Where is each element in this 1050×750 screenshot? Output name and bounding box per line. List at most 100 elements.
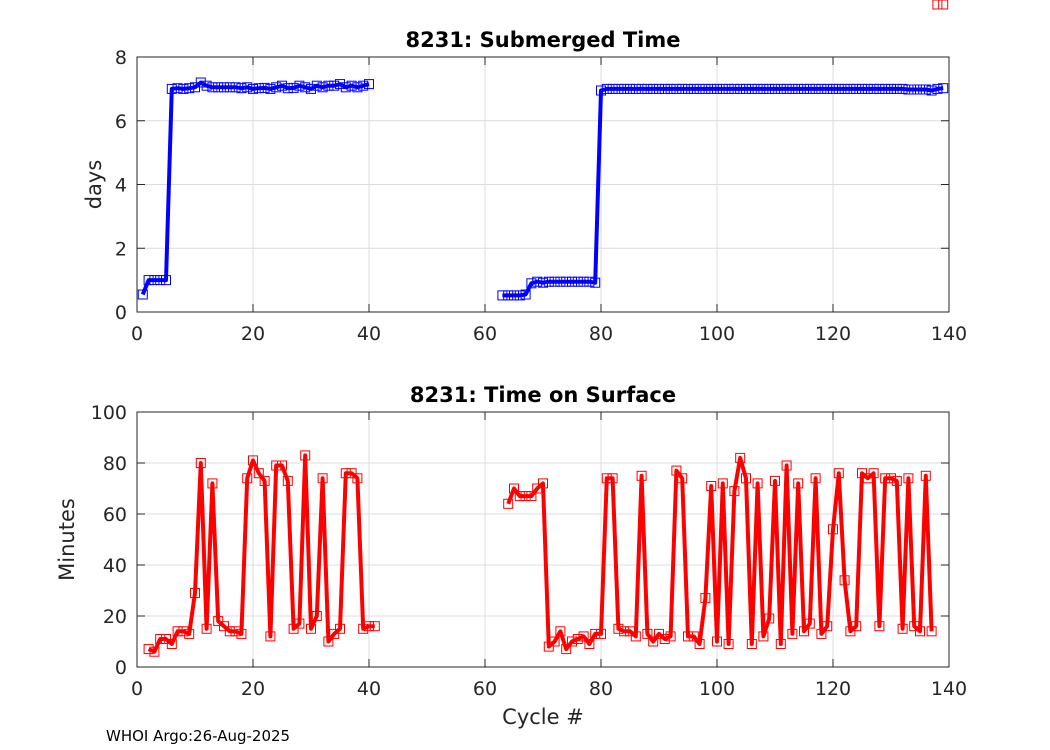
data-point-marker bbox=[143, 275, 154, 286]
data-point-marker bbox=[149, 646, 160, 657]
data-point-marker bbox=[584, 276, 595, 287]
data-point-marker bbox=[538, 277, 548, 288]
series-line bbox=[147, 453, 375, 654]
data-point-marker bbox=[224, 626, 235, 637]
data-point-marker bbox=[323, 636, 334, 647]
data-point-marker bbox=[729, 486, 740, 497]
data-point-marker bbox=[514, 290, 525, 301]
data-point-marker bbox=[503, 290, 514, 301]
data-point-marker bbox=[323, 80, 334, 91]
data-point-marker bbox=[514, 491, 525, 502]
ticks: 0 20 40 60 80 100 120 140 0 2 4 6 8 bbox=[115, 47, 967, 345]
data-point-marker bbox=[752, 478, 763, 489]
y-tick-label: 60 bbox=[103, 504, 127, 526]
y-tick-label: 20 bbox=[103, 606, 127, 628]
data-point-marker bbox=[741, 83, 751, 94]
data-point-marker bbox=[207, 478, 218, 489]
data-point-marker bbox=[828, 524, 838, 535]
data-point-marker bbox=[654, 83, 664, 94]
series-line bbox=[140, 80, 370, 296]
data-point-marker bbox=[787, 628, 798, 639]
data-point-marker bbox=[248, 455, 258, 466]
data-point-marker bbox=[555, 276, 566, 287]
data-point-marker bbox=[781, 460, 792, 471]
ticks: 0 20 40 60 80 100 120 140 0 20 40 60 80 100 bbox=[91, 402, 967, 700]
data-point-marker bbox=[596, 628, 606, 639]
data-point-marker bbox=[282, 83, 293, 94]
data-point-marker bbox=[636, 83, 647, 94]
data-point-marker bbox=[265, 631, 276, 642]
data-point-marker bbox=[613, 83, 624, 94]
data-point-marker bbox=[224, 82, 235, 93]
data-point-marker bbox=[822, 83, 833, 94]
data-point-marker bbox=[793, 83, 804, 94]
data-point-marker bbox=[729, 83, 740, 94]
axes-frame bbox=[136, 411, 950, 668]
data-point-marker bbox=[184, 83, 195, 94]
data-point-marker bbox=[317, 473, 328, 484]
data-point-marker bbox=[839, 575, 850, 586]
data-point-marker bbox=[619, 626, 630, 637]
data-point-marker bbox=[497, 290, 508, 301]
data-point-marker bbox=[277, 460, 287, 471]
data-point-marker bbox=[294, 80, 305, 91]
data-point-marker bbox=[578, 631, 589, 642]
series-time-on-surface bbox=[143, 0, 949, 657]
data-point-marker bbox=[735, 83, 746, 94]
y-tick-label: 2 bbox=[115, 238, 127, 260]
data-point-marker bbox=[526, 278, 537, 289]
data-point-marker bbox=[764, 613, 775, 624]
x-tick-label: 20 bbox=[241, 323, 265, 345]
x-tick-label: 100 bbox=[699, 323, 735, 345]
x-tick-label: 60 bbox=[473, 323, 497, 345]
data-point-marker bbox=[143, 644, 154, 655]
data-point-marker bbox=[155, 275, 166, 286]
data-point-marker bbox=[236, 83, 247, 94]
data-point-marker bbox=[526, 491, 537, 502]
data-point-marker bbox=[926, 85, 937, 96]
x-tick-label: 100 bbox=[699, 678, 735, 700]
data-point-marker bbox=[723, 83, 734, 94]
data-point-marker bbox=[555, 626, 566, 637]
x-tick-label: 40 bbox=[357, 678, 381, 700]
data-point-marker bbox=[271, 82, 282, 93]
data-point-marker bbox=[665, 631, 676, 642]
data-point-marker bbox=[288, 623, 299, 634]
data-point-marker bbox=[213, 616, 224, 627]
data-point-marker bbox=[764, 83, 775, 94]
data-point-marker bbox=[277, 80, 287, 91]
data-point-marker bbox=[770, 83, 780, 94]
x-tick-label: 40 bbox=[357, 323, 381, 345]
data-point-marker bbox=[868, 468, 879, 479]
data-point-marker bbox=[596, 85, 606, 96]
data-point-marker bbox=[346, 468, 357, 479]
data-point-marker bbox=[845, 83, 856, 94]
data-point-marker bbox=[625, 626, 635, 637]
data-point-marker bbox=[857, 468, 867, 479]
data-point-marker bbox=[694, 639, 705, 649]
data-point-marker bbox=[735, 452, 746, 463]
data-point-marker bbox=[886, 473, 896, 484]
data-point-marker bbox=[311, 611, 322, 621]
data-point-marker bbox=[816, 83, 827, 94]
y-tick-label: 8 bbox=[115, 47, 127, 69]
data-point-marker bbox=[219, 82, 229, 93]
y-tick-label: 40 bbox=[103, 555, 127, 577]
data-point-marker bbox=[793, 478, 804, 489]
data-point-marker bbox=[509, 483, 519, 494]
data-point-marker bbox=[822, 621, 833, 632]
data-point-marker bbox=[723, 639, 734, 649]
data-point-marker bbox=[851, 621, 862, 632]
data-point-marker bbox=[195, 77, 206, 88]
data-point-marker bbox=[306, 83, 316, 94]
data-point-marker bbox=[572, 634, 583, 644]
data-point-marker bbox=[248, 83, 258, 94]
data-point-marker bbox=[590, 277, 601, 288]
data-point-marker bbox=[810, 473, 821, 484]
data-point-marker bbox=[938, 0, 949, 10]
y-tick-label: 80 bbox=[103, 453, 127, 475]
footer-credit: WHOI Argo:26-Aug-2025 bbox=[106, 727, 290, 745]
data-point-marker bbox=[677, 473, 688, 484]
data-point-marker bbox=[329, 80, 340, 91]
